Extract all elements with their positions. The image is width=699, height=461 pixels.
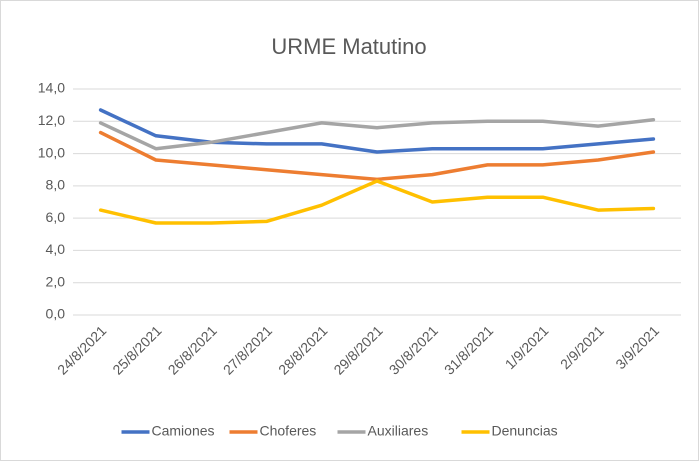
legend-item: Denuncias [461, 423, 558, 439]
legend-label: Choferes [260, 423, 317, 439]
y-tick-label: 4,0 [46, 241, 66, 257]
legend-label: Denuncias [492, 423, 558, 439]
legend-item: Camiones [121, 423, 215, 439]
y-tick-label: 0,0 [46, 306, 66, 322]
series-line [98, 179, 656, 225]
y-tick-label: 12,0 [38, 112, 65, 128]
y-tick-label: 6,0 [46, 209, 66, 225]
legend-label: Auxiliares [368, 423, 429, 439]
legend-label: Camiones [152, 423, 215, 439]
chart-title: URME Matutino [271, 34, 426, 59]
y-tick-label: 2,0 [46, 273, 66, 289]
series-line [98, 108, 656, 154]
y-tick-label: 10,0 [38, 144, 65, 160]
legend-item: Auxiliares [337, 423, 429, 439]
legend-item: Choferes [229, 423, 317, 439]
y-tick-label: 14,0 [38, 80, 65, 96]
y-tick-label: 8,0 [46, 177, 66, 193]
series-line [98, 117, 656, 151]
